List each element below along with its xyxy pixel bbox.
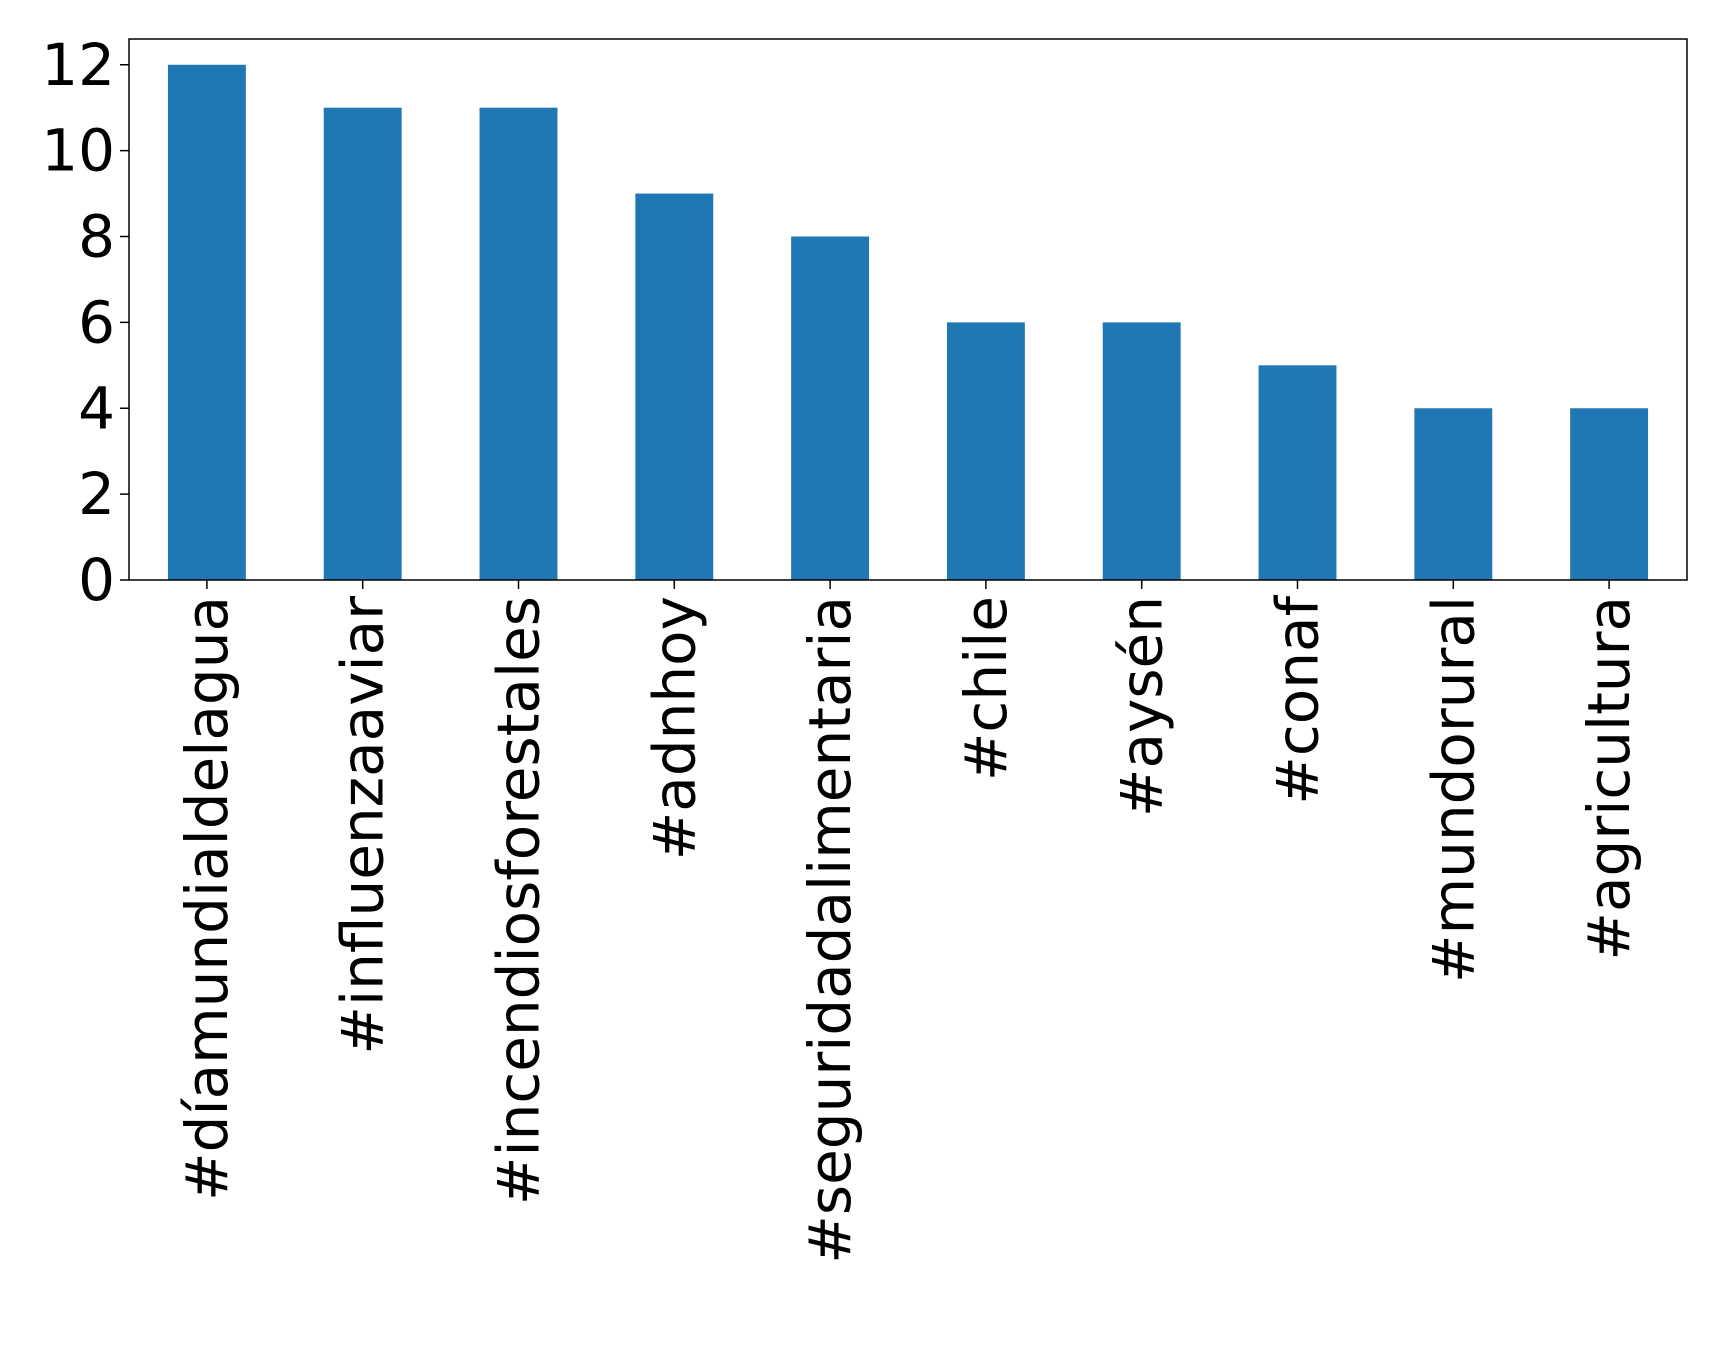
bar: [635, 193, 714, 581]
bar: [946, 322, 1025, 580]
x-tick-label: #agricultura: [1575, 596, 1643, 961]
y-tick-label: 12: [41, 31, 115, 99]
x-tick-label: #adnhoy: [640, 596, 708, 860]
x-tick-label: #díamundialdelagua: [173, 596, 241, 1201]
y-axis: 0 2 4 6 8 10 12: [41, 31, 129, 614]
y-tick-label: 0: [78, 546, 115, 614]
plot-frame: [128, 38, 1688, 581]
bar: [323, 107, 402, 580]
x-tick-label: #incendiosforestales: [485, 596, 553, 1205]
bar: [791, 236, 870, 580]
x-axis: #díamundialdelagua #influenzaaviar #incend…: [173, 580, 1643, 1264]
bar: [479, 107, 558, 580]
y-tick-label: 4: [78, 374, 115, 442]
x-tick-label: #chile: [952, 596, 1020, 781]
y-tick-label: 10: [41, 117, 115, 185]
x-tick-label: #mundorural: [1419, 596, 1487, 983]
x-tick-label: #seguridadalimentaria: [796, 596, 864, 1264]
y-tick-label: 8: [78, 203, 115, 271]
bar: [167, 64, 246, 580]
x-tick-label: #aysén: [1108, 596, 1176, 817]
bar: [1570, 408, 1649, 580]
x-tick-label: #influenzaaviar: [329, 596, 397, 1055]
y-tick-label: 6: [78, 288, 115, 356]
y-tick-label: 2: [78, 460, 115, 528]
bars-group: [167, 64, 1649, 581]
bar: [1414, 408, 1493, 580]
x-tick-label: #conaf: [1264, 594, 1332, 804]
bar: [1258, 365, 1337, 580]
bar: [1102, 322, 1181, 580]
